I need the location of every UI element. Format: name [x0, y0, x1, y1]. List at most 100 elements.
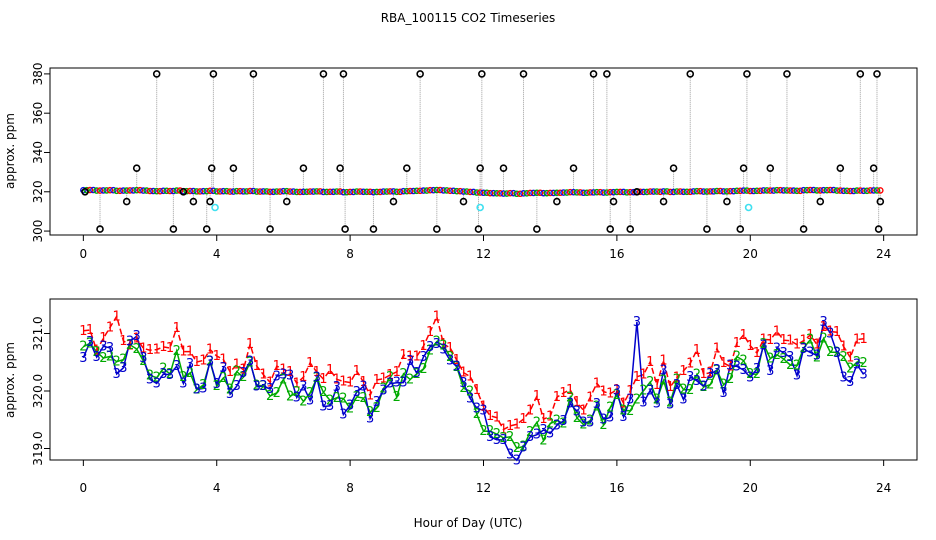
bottom-series-3-marker: 3 — [266, 382, 274, 397]
bottom-series-2-marker: 2 — [199, 378, 207, 393]
top-baseline-point — [256, 188, 264, 195]
bottom-series-3-marker: 3 — [853, 358, 861, 373]
top-outlier-point — [169, 225, 178, 233]
bottom-series-3-marker: 3 — [139, 351, 147, 366]
top-baseline-point — [130, 187, 137, 194]
top-baseline-point — [310, 188, 317, 195]
bottom-series-2-marker: 2 — [326, 394, 334, 409]
bottom-series-3-marker: 3 — [199, 381, 207, 396]
top-baseline-point — [790, 187, 797, 194]
x-axis-label: Hour of Day (UTC) — [414, 516, 523, 530]
bottom-series-1-marker: 1 — [473, 383, 481, 398]
bottom-series-3-marker: 3 — [799, 342, 807, 357]
top-baseline-point — [236, 187, 244, 195]
top-baseline-point — [253, 188, 261, 195]
bottom-series-2-marker: 2 — [626, 404, 634, 419]
bottom-series-2-marker: 2 — [133, 342, 141, 357]
bottom-series-3-marker: 3 — [673, 378, 681, 393]
top-baseline-point — [827, 186, 834, 194]
top-baseline-point — [533, 189, 541, 197]
top-baseline-point — [566, 188, 574, 196]
bottom-series-3-marker: 3 — [226, 387, 234, 402]
top-baseline-point — [170, 187, 177, 195]
bottom-series-2-marker: 2 — [139, 354, 147, 369]
top-baseline-point — [760, 187, 767, 194]
bottom-series-1-marker: 1 — [753, 346, 761, 361]
top-outlier-point — [459, 197, 468, 206]
top-baseline-point — [103, 187, 110, 194]
top-baseline-point — [723, 188, 731, 195]
top-baseline-point — [543, 189, 551, 197]
bottom-series-3-marker: 3 — [493, 433, 501, 448]
bottom-series-2-marker: 2 — [679, 383, 687, 398]
bottom-series-1-marker: 1 — [139, 341, 147, 356]
bottom-series-3-marker: 3 — [213, 377, 221, 392]
top-x-tick-label: 20 — [743, 247, 758, 261]
bottom-series-1-marker: 1 — [799, 334, 807, 349]
bottom-series-2-marker: 2 — [346, 402, 354, 417]
bottom-series-1-marker: 1 — [106, 320, 114, 335]
bottom-series-3-marker: 3 — [646, 383, 654, 398]
top-outlier-point — [703, 225, 711, 233]
top-outlier-point — [799, 225, 808, 233]
top-baseline-point — [860, 187, 867, 195]
top-baseline-point — [120, 187, 127, 194]
bottom-series-1-marker: 1 — [586, 390, 594, 405]
top-baseline-point — [490, 189, 497, 197]
bottom-series-3-marker: 3 — [106, 341, 114, 356]
bottom-series-2-marker: 2 — [273, 386, 281, 401]
top-baseline-point — [190, 187, 197, 195]
top-outlier-point — [476, 164, 484, 172]
top-baseline-point — [546, 189, 554, 197]
bottom-series-3-marker: 3 — [466, 391, 474, 406]
bottom-series-3-marker: 3 — [806, 345, 814, 360]
top-baseline-point — [823, 186, 831, 194]
bottom-series-1-marker: 1 — [206, 343, 214, 358]
bottom-series-2-marker: 2 — [86, 336, 94, 351]
bottom-series-1-marker: 1 — [860, 332, 868, 347]
top-outlier-point — [856, 70, 865, 78]
top-baseline-point — [106, 186, 114, 194]
bottom-series-2-marker: 2 — [419, 362, 427, 377]
top-baseline-point — [360, 188, 367, 196]
top-outlier-point — [783, 70, 791, 78]
bottom-series-1-marker: 1 — [719, 356, 727, 371]
bottom-series-2-marker: 2 — [606, 401, 614, 416]
top-baseline-point — [390, 188, 397, 195]
bottom-series-1-marker: 1 — [353, 364, 361, 379]
bottom-series-2-marker: 2 — [593, 399, 601, 414]
bottom-series-1-marker: 1 — [386, 368, 394, 383]
bottom-series-3-marker: 3 — [179, 376, 187, 391]
bottom-series-3-marker: 3 — [759, 338, 767, 353]
bottom-series-2-marker: 2 — [806, 333, 814, 348]
top-baseline-point — [223, 187, 231, 195]
top-baseline-point — [493, 190, 501, 197]
bottom-series-3-marker: 3 — [786, 350, 794, 365]
top-baseline-point — [343, 188, 351, 196]
bottom-series-2-marker: 2 — [713, 363, 721, 378]
top-baseline-point — [626, 188, 634, 196]
top-cyan-point — [211, 203, 219, 212]
bottom-series-1-marker: 1 — [773, 324, 781, 339]
bottom-series-1-marker: 1 — [326, 363, 334, 378]
top-baseline-point — [346, 188, 354, 196]
bottom-series-2-marker: 2 — [673, 373, 681, 388]
top-outlier-point — [519, 70, 528, 78]
bottom-series-1-marker: 1 — [193, 355, 201, 370]
top-outlier-point — [478, 70, 486, 78]
top-baseline-point — [430, 186, 437, 194]
bottom-series-3-marker: 3 — [293, 390, 301, 405]
bottom-series-3-marker: 3 — [593, 397, 601, 412]
top-baseline-point — [156, 187, 164, 195]
bottom-series-3-marker: 3 — [319, 400, 327, 415]
top-baseline-point — [853, 187, 861, 194]
bottom-series-3-marker: 3 — [619, 410, 627, 425]
top-baseline-point — [300, 188, 307, 196]
bottom-series-1-marker: 1 — [186, 345, 194, 360]
bottom-series-1-marker: 1 — [173, 321, 181, 336]
top-baseline-point — [773, 186, 781, 194]
top-outlier-point — [626, 225, 635, 233]
top-data-marks — [80, 70, 885, 233]
bottom-series-3-marker: 3 — [186, 357, 194, 372]
top-baseline-point — [700, 188, 707, 195]
